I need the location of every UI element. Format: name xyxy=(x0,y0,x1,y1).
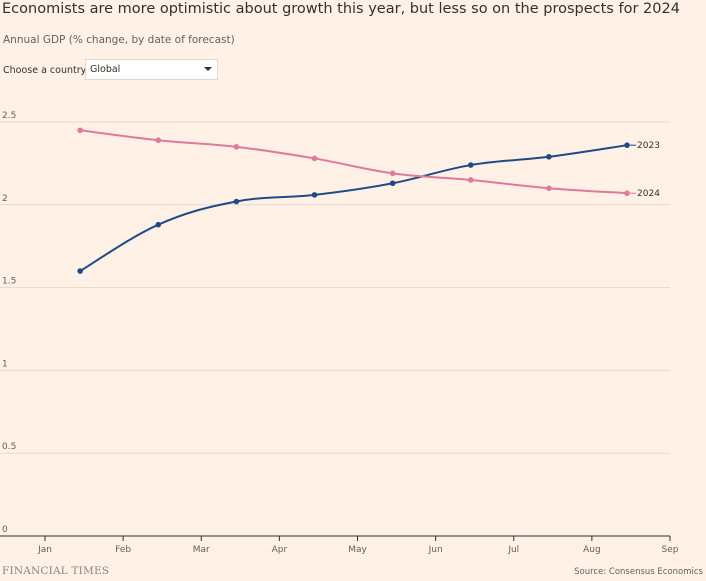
series-line-2023 xyxy=(79,144,629,273)
y-tick-label: 1.5 xyxy=(2,277,16,287)
data-point-2024 xyxy=(311,155,318,162)
data-point-2024 xyxy=(389,170,396,177)
data-point-2023 xyxy=(155,221,162,228)
data-point-2023 xyxy=(77,268,83,274)
x-tick-label: Apr xyxy=(272,545,288,555)
x-tick-label: Aug xyxy=(583,545,601,555)
x-tick-label: Jun xyxy=(428,545,443,555)
country-select-value: Global xyxy=(90,64,121,75)
data-point-2024 xyxy=(546,185,552,192)
data-point-2024 xyxy=(155,137,162,144)
caret-down-icon xyxy=(204,67,212,71)
data-point-2023 xyxy=(389,180,396,187)
grid-layer xyxy=(0,121,670,537)
chart-subtitle: Annual GDP (% change, by date of forecas… xyxy=(3,34,235,46)
data-point-2023 xyxy=(311,192,318,198)
data-point-2024 xyxy=(624,190,630,197)
data-point-2023 xyxy=(233,198,240,205)
y-tick-label: 2.5 xyxy=(2,111,16,121)
data-point-2023 xyxy=(467,162,474,168)
y-tick-label: 0.5 xyxy=(2,442,16,452)
x-tick-label: Jan xyxy=(37,545,52,555)
y-tick-label: 2 xyxy=(2,194,8,204)
x-tick-label: Feb xyxy=(115,545,131,555)
y-tick-label: 0 xyxy=(2,525,8,535)
country-select[interactable]: Global xyxy=(85,59,218,80)
country-selector-label: Choose a country: xyxy=(3,65,89,76)
axis-layer: 0 0.5 1 1.5 2 2.5 Jan Feb Mar Apr May Jun Jul Aug Sep xyxy=(2,111,679,555)
ft-logo: FINANCIAL TIMES xyxy=(2,565,110,577)
data-point-2024 xyxy=(77,127,83,134)
series-layer: 2023 2024 xyxy=(77,127,660,274)
series-label-2024: 2024 xyxy=(637,189,660,199)
y-tick-label: 1 xyxy=(2,359,8,369)
x-tick-label: Mar xyxy=(193,545,210,555)
x-tick-label: Jul xyxy=(507,545,519,555)
chart-title: Economists are more optimistic about gro… xyxy=(2,1,680,17)
data-point-2023 xyxy=(624,142,630,148)
series-label-2023: 2023 xyxy=(637,141,660,151)
data-point-2023 xyxy=(546,153,552,160)
source-note: Source: Consensus Economics xyxy=(574,567,703,577)
data-point-2024 xyxy=(233,144,240,150)
x-tick-label: May xyxy=(348,545,367,555)
series-line-2024 xyxy=(79,129,629,195)
x-tick-label: Sep xyxy=(662,545,679,555)
data-point-2024 xyxy=(467,177,474,183)
